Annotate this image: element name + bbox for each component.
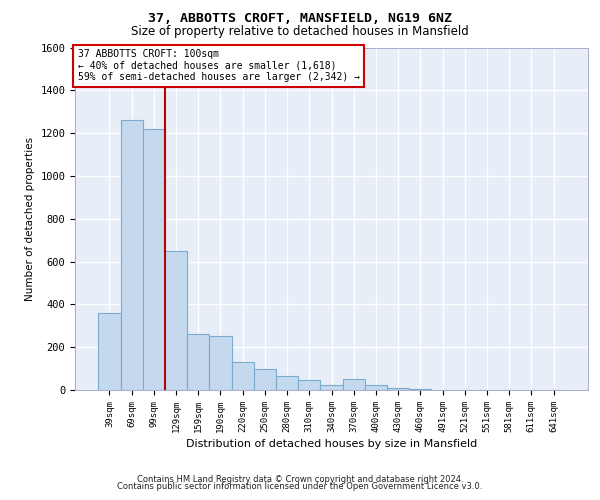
Bar	[143, 129, 165, 390]
Bar	[232, 362, 254, 390]
Bar	[343, 380, 365, 390]
Bar	[165, 251, 187, 390]
Text: 37 ABBOTTS CROFT: 100sqm
← 40% of detached houses are smaller (1,618)
59% of sem: 37 ABBOTTS CROFT: 100sqm ← 40% of detach…	[77, 49, 359, 82]
Bar	[276, 376, 298, 390]
Bar	[187, 334, 209, 390]
Text: 37, ABBOTTS CROFT, MANSFIELD, NG19 6NZ: 37, ABBOTTS CROFT, MANSFIELD, NG19 6NZ	[148, 12, 452, 26]
Bar	[365, 384, 387, 390]
Y-axis label: Number of detached properties: Number of detached properties	[25, 136, 35, 301]
Bar	[298, 380, 320, 390]
X-axis label: Distribution of detached houses by size in Mansfield: Distribution of detached houses by size …	[186, 439, 477, 449]
Text: Size of property relative to detached houses in Mansfield: Size of property relative to detached ho…	[131, 25, 469, 38]
Bar	[409, 389, 431, 390]
Bar	[254, 368, 276, 390]
Text: Contains public sector information licensed under the Open Government Licence v3: Contains public sector information licen…	[118, 482, 482, 491]
Text: Contains HM Land Registry data © Crown copyright and database right 2024.: Contains HM Land Registry data © Crown c…	[137, 475, 463, 484]
Bar	[320, 384, 343, 390]
Bar	[209, 336, 232, 390]
Bar	[98, 313, 121, 390]
Bar	[121, 120, 143, 390]
Bar	[387, 388, 409, 390]
